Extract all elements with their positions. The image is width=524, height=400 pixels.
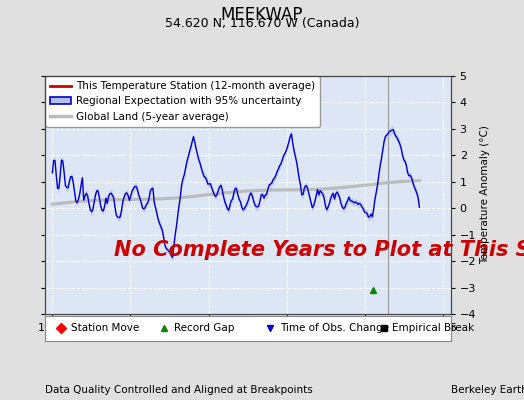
Text: 54.620 N, 116.670 W (Canada): 54.620 N, 116.670 W (Canada) [165,17,359,30]
Text: MEEKWAP: MEEKWAP [221,6,303,24]
Text: No Complete Years to Plot at This Station: No Complete Years to Plot at This Statio… [114,240,524,260]
Text: Empirical Break: Empirical Break [392,323,474,334]
Text: Data Quality Controlled and Aligned at Breakpoints: Data Quality Controlled and Aligned at B… [45,385,312,395]
Legend: This Temperature Station (12-month average), Regional Expectation with 95% uncer: This Temperature Station (12-month avera… [45,76,320,127]
Text: Station Move: Station Move [71,323,139,334]
Text: Time of Obs. Change: Time of Obs. Change [280,323,389,334]
Y-axis label: Temperature Anomaly (°C): Temperature Anomaly (°C) [481,126,490,264]
Text: Berkeley Earth: Berkeley Earth [451,385,524,395]
Text: Record Gap: Record Gap [174,323,235,334]
